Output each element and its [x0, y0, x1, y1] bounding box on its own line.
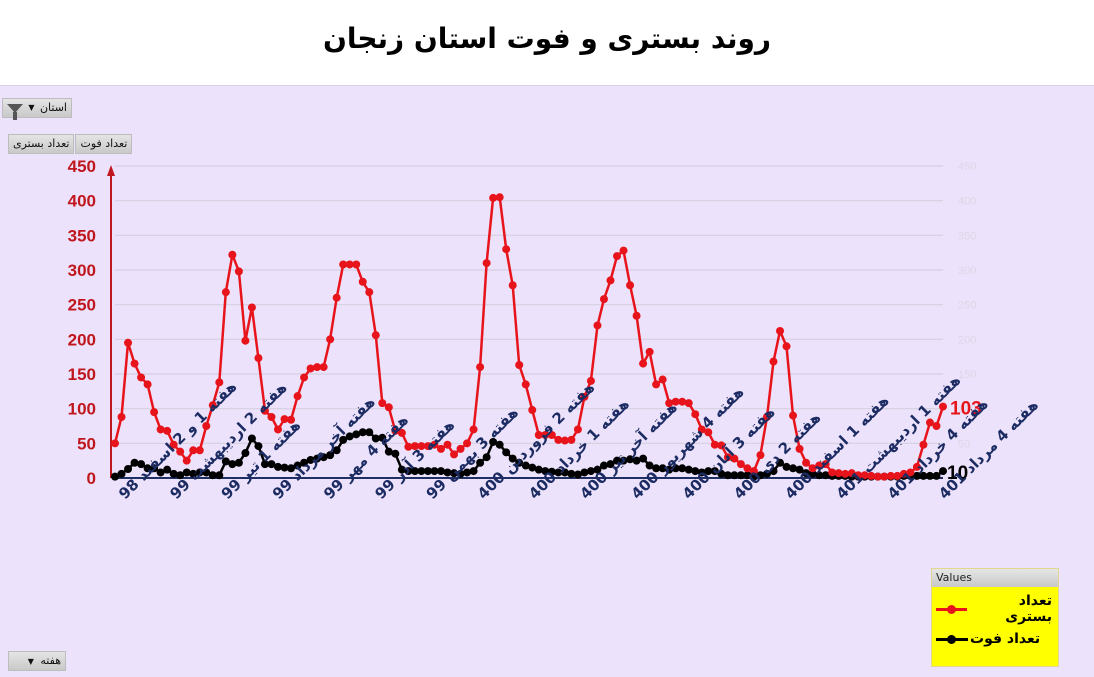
svg-text:هفته آخر تیر 400: هفته آخر تیر 400: [576, 398, 680, 502]
svg-text:350: 350: [958, 230, 976, 242]
svg-text:50: 50: [77, 434, 96, 453]
svg-text:250: 250: [68, 296, 96, 315]
legend: Values تعداد بستری تعداد فوت: [931, 568, 1059, 667]
svg-text:350: 350: [68, 226, 96, 245]
legend-item-deaths: تعداد فوت: [932, 625, 1058, 647]
svg-text:100: 100: [958, 404, 976, 416]
filter-label: استان: [39, 101, 67, 114]
legend-label: تعداد فوت: [970, 631, 1041, 647]
dropdown-arrow-icon: ▼: [27, 657, 34, 666]
week-axis-field-button[interactable]: هفته ▼: [8, 651, 66, 671]
svg-text:150: 150: [958, 369, 976, 381]
field-button-hospitalized[interactable]: تعداد بستری: [8, 134, 75, 154]
funnel-filter-icon: [7, 103, 23, 120]
svg-text:10: 10: [947, 463, 968, 484]
dropdown-arrow-icon: ▼: [28, 103, 35, 112]
legend-header: Values: [932, 569, 1058, 587]
field-button-deaths[interactable]: تعداد فوت: [75, 134, 133, 154]
province-filter-button[interactable]: استان ▼: [2, 98, 72, 120]
svg-text:400: 400: [958, 196, 976, 208]
svg-text:300: 300: [958, 265, 976, 277]
svg-text:0: 0: [87, 469, 96, 488]
legend-item-hospitalized: تعداد بستری: [932, 587, 1058, 625]
svg-text:450: 450: [958, 161, 976, 173]
chart-title: روند بستری و فوت استان زنجان: [322, 22, 772, 55]
svg-text:100: 100: [68, 400, 96, 419]
black-line-marker-icon: [936, 634, 968, 644]
red-line-marker-icon: [936, 604, 968, 614]
svg-text:250: 250: [958, 300, 976, 312]
svg-text:400: 400: [68, 192, 96, 211]
svg-text:200: 200: [958, 334, 976, 346]
svg-text:50: 50: [958, 438, 970, 450]
svg-text:450: 450: [68, 157, 96, 176]
legend-label: تعداد بستری: [1005, 593, 1052, 625]
svg-text:200: 200: [68, 330, 96, 349]
svg-text:هفته 2 دی 400: هفته 2 دی 400: [730, 409, 824, 503]
svg-text:150: 150: [68, 365, 96, 384]
svg-text:103: 103: [950, 399, 982, 420]
value-field-buttons: تعداد بستری تعداد فوت: [8, 134, 133, 154]
svg-text:300: 300: [68, 261, 96, 280]
pivot-chart-panel: استان ▼ تعداد بستری تعداد فوت هفته ▼: [0, 85, 1094, 677]
week-label: هفته: [40, 654, 61, 667]
